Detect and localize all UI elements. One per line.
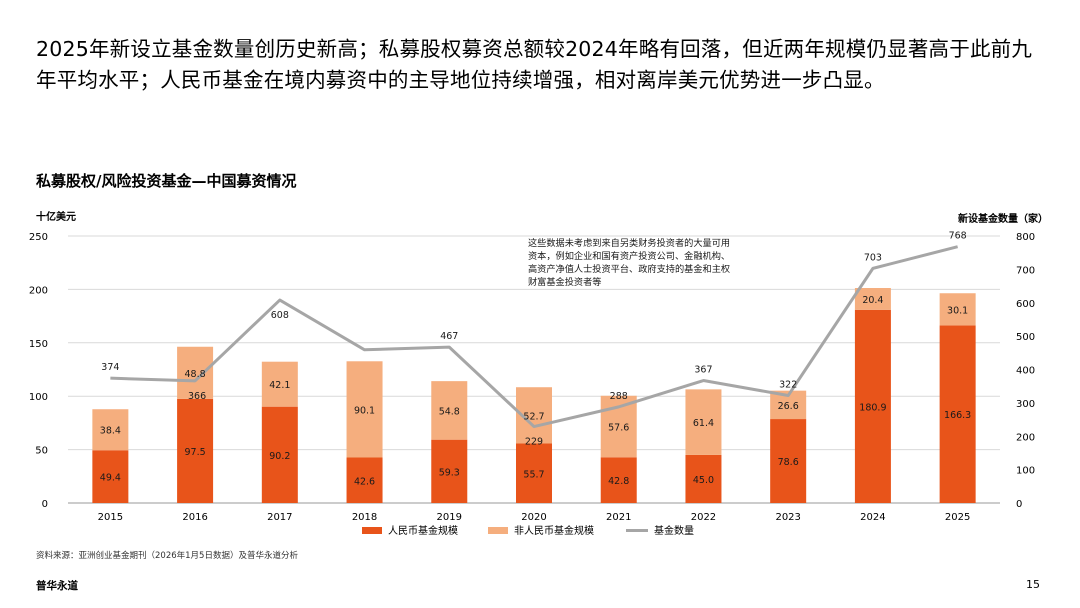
data-label-non-rmb: 26.6 (778, 401, 799, 412)
x-tick-label: 2017 (267, 512, 292, 523)
legend-label-rmb: 人民币基金规模 (388, 524, 458, 537)
data-label-non-rmb: 20.4 (862, 295, 883, 306)
data-label-rmb: 42.6 (354, 476, 375, 487)
data-label-fund-count: 768 (949, 231, 967, 242)
data-label-fund-count: 608 (271, 310, 289, 321)
left-tick-label: 150 (29, 339, 48, 350)
chart-annotation-line: 高资产净值人士投资平台、政府支持的基金和主权 (528, 263, 730, 275)
data-label-non-rmb: 90.1 (354, 405, 375, 416)
data-label-fund-count: 467 (440, 331, 458, 342)
data-label-non-rmb: 38.4 (100, 426, 121, 437)
right-tick-label: 500 (1016, 332, 1035, 343)
data-label-rmb: 90.2 (269, 451, 290, 462)
left-tick-label: 100 (29, 392, 48, 403)
bar-rmb (854, 309, 891, 503)
data-label-rmb: 55.7 (523, 469, 544, 480)
x-tick-label: 2024 (860, 512, 885, 523)
chart-annotation-line: 这些数据未考虑到来自另类财务投资者的大量可用 (528, 237, 730, 249)
left-axis-unit-label: 十亿美元 (36, 212, 76, 223)
data-label-fund-count: 374 (101, 362, 119, 373)
bar-rmb (177, 398, 214, 503)
bar-non-rmb (92, 409, 129, 451)
right-tick-label: 0 (1016, 499, 1022, 510)
data-label-fund-count: 322 (779, 380, 797, 391)
data-label-non-rmb: 42.1 (269, 380, 290, 391)
data-label-fund-count: 366 (188, 391, 206, 402)
data-label-fund-count: 703 (864, 252, 882, 263)
data-label-non-rmb: 54.8 (439, 406, 460, 417)
bar-rmb (939, 325, 976, 503)
bar-rmb (92, 450, 129, 503)
bar-rmb (600, 457, 637, 503)
bar-rmb (261, 406, 298, 503)
chart-title: 私募股权/风险投资基金—中国募资情况 (36, 172, 297, 190)
data-label-rmb: 45.0 (693, 475, 714, 486)
data-label-rmb: 97.5 (185, 447, 206, 458)
bar-rmb (685, 454, 722, 503)
x-tick-label: 2019 (437, 512, 462, 523)
left-tick-label: 0 (42, 499, 48, 510)
bar-non-rmb (346, 361, 383, 458)
left-tick-label: 200 (29, 285, 48, 296)
data-label-rmb: 166.3 (944, 410, 971, 421)
x-tick-label: 2015 (98, 512, 123, 523)
data-label-non-rmb: 48.8 (185, 369, 206, 380)
x-tick-label: 2025 (945, 512, 970, 523)
chart-annotation-line: 资本，例如企业和国有资产投资公司、金融机构、 (528, 250, 730, 262)
data-label-rmb: 49.4 (100, 473, 121, 484)
page-number: 15 (1026, 578, 1040, 591)
data-label-non-rmb: 57.6 (608, 423, 629, 434)
data-label-rmb: 59.3 (439, 467, 460, 478)
data-label-fund-count: 367 (694, 365, 712, 376)
bar-non-rmb (939, 293, 976, 326)
x-tick-label: 2021 (606, 512, 631, 523)
data-label-non-rmb: 30.1 (947, 305, 968, 316)
x-tick-label: 2023 (775, 512, 800, 523)
left-tick-label: 50 (35, 446, 48, 457)
right-tick-label: 100 (1016, 466, 1035, 477)
source-note: 资料来源：亚洲创业基金期刊（2026年1月5日数据）及普华永道分析 (36, 551, 298, 561)
data-label-fund-count: 288 (610, 391, 628, 402)
right-tick-label: 300 (1016, 399, 1035, 410)
legend-swatch-non-rmb (488, 527, 508, 534)
bar-non-rmb (431, 381, 468, 440)
right-tick-label: 400 (1016, 366, 1035, 377)
bar-rmb (346, 457, 383, 503)
x-tick-label: 2020 (521, 512, 546, 523)
bar-rmb (770, 419, 807, 503)
data-label-fund-count: 229 (525, 437, 543, 448)
data-label-rmb: 78.6 (778, 457, 799, 468)
data-label-rmb: 42.8 (608, 476, 629, 487)
legend-label-fund-count: 基金数量 (654, 524, 694, 537)
slide-headline: 2025年新设立基金数量创历史新高；私募股权募资总额较2024年略有回落，但近两… (36, 37, 1033, 92)
brand-name: 普华永道 (36, 580, 78, 592)
right-axis-unit-label: 新设基金数量（家） (958, 214, 1048, 225)
right-tick-label: 600 (1016, 299, 1035, 310)
x-tick-label: 2022 (691, 512, 716, 523)
bar-non-rmb (685, 389, 722, 455)
right-tick-label: 200 (1016, 432, 1035, 443)
data-label-non-rmb: 61.4 (693, 418, 714, 429)
chart-annotation-line: 财富基金投资者等 (528, 276, 602, 288)
data-label-non-rmb: 52.7 (523, 411, 544, 422)
legend-swatch-rmb (362, 527, 382, 534)
bar-rmb (431, 439, 468, 503)
fund-count-line (110, 245, 959, 429)
bar-rmb (516, 443, 552, 503)
bar-non-rmb (261, 361, 298, 407)
left-tick-label: 250 (29, 232, 48, 243)
right-tick-label: 700 (1016, 265, 1035, 276)
x-tick-label: 2016 (182, 512, 207, 523)
legend-label-non-rmb: 非人民币基金规模 (514, 524, 594, 537)
data-label-rmb: 180.9 (859, 402, 886, 413)
bar-non-rmb (177, 346, 214, 399)
bar-non-rmb (854, 288, 891, 310)
x-tick-label: 2018 (352, 512, 377, 523)
right-tick-label: 800 (1016, 232, 1035, 243)
